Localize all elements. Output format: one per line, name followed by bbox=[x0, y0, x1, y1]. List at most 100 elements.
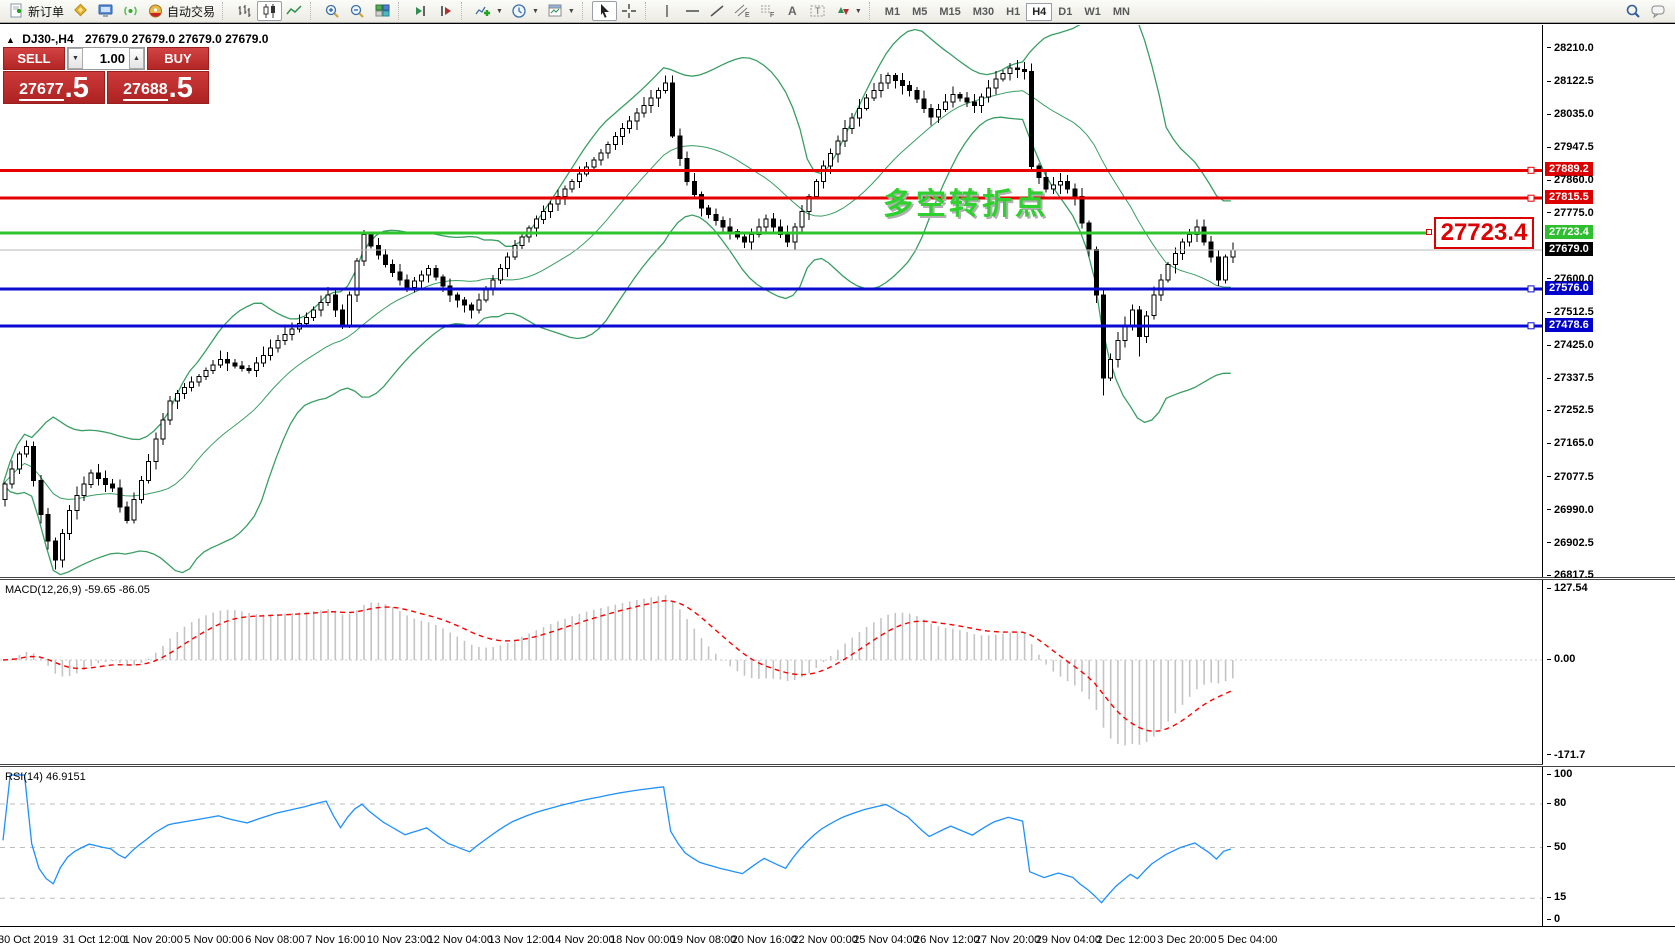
level-handle[interactable] bbox=[1527, 285, 1535, 293]
candle bbox=[1043, 177, 1049, 190]
svg-text:E: E bbox=[745, 12, 750, 19]
chart-shift-icon bbox=[441, 6, 452, 16]
chat-button[interactable] bbox=[1646, 1, 1671, 21]
candle bbox=[548, 203, 554, 213]
price-tick-label: 27600.0 bbox=[1547, 273, 1594, 285]
date-axis[interactable]: 30 Oct 2019 31 Oct 12:00 1 Nov 20:00 5 Nov … bbox=[0, 927, 1675, 950]
buy-button[interactable]: BUY bbox=[147, 47, 209, 70]
line-chart-button[interactable] bbox=[282, 1, 307, 21]
rsi-axis[interactable]: 100 80 50 15 0 bbox=[1543, 767, 1675, 926]
terminal-button[interactable] bbox=[93, 1, 118, 21]
candle bbox=[225, 358, 231, 364]
candle bbox=[361, 233, 367, 262]
templates-button[interactable]: ▼ bbox=[543, 1, 579, 21]
chart-shift-button[interactable] bbox=[433, 1, 458, 21]
candle bbox=[864, 97, 870, 109]
cursor-button[interactable] bbox=[591, 1, 617, 21]
macd-canvas[interactable] bbox=[0, 580, 1542, 765]
indicators-button[interactable]: ▼ bbox=[471, 1, 507, 21]
pane-splitter[interactable] bbox=[0, 764, 1675, 767]
candle bbox=[196, 375, 202, 383]
timeframe-button-m5[interactable]: M5 bbox=[912, 5, 928, 18]
macd-axis[interactable]: 127.54 0.00 -171.7 bbox=[1543, 580, 1675, 765]
pane-splitter[interactable] bbox=[0, 577, 1675, 580]
candle bbox=[921, 98, 927, 109]
volume-decrease-button[interactable]: ▼ bbox=[68, 48, 83, 69]
toolbar-separator bbox=[581, 2, 588, 20]
vertical-line-button[interactable] bbox=[655, 1, 680, 21]
chevron-down-icon: ▼ bbox=[567, 7, 575, 15]
sell-price[interactable]: 27677 .5 bbox=[3, 71, 105, 104]
equidistant-channel-icon: E bbox=[734, 4, 750, 19]
bollinger-lower-band bbox=[2, 116, 1231, 576]
candle bbox=[1007, 67, 1013, 74]
buy-price[interactable]: 27688 .5 bbox=[107, 71, 209, 104]
level-handle[interactable] bbox=[1527, 166, 1535, 174]
candle bbox=[67, 510, 73, 534]
auto-scroll-button[interactable] bbox=[408, 1, 433, 21]
timeframe-button-m15[interactable]: M15 bbox=[939, 5, 961, 18]
level-handle[interactable] bbox=[1527, 322, 1535, 330]
text-label-button[interactable]: T bbox=[805, 1, 830, 21]
rsi-pane[interactable]: RSI(14) 46.9151 bbox=[0, 767, 1543, 926]
level-handle[interactable] bbox=[1527, 194, 1535, 202]
gold-bars-button[interactable] bbox=[68, 1, 93, 21]
candlestick-chart-button[interactable] bbox=[257, 1, 283, 21]
timeframe-button-m30[interactable]: M30 bbox=[972, 5, 995, 18]
rsi-tick-label: 15 bbox=[1547, 891, 1566, 903]
sell-button[interactable]: SELL bbox=[3, 47, 65, 70]
candle bbox=[95, 472, 101, 480]
timeframe-button-w1[interactable]: W1 bbox=[1084, 5, 1101, 18]
candle bbox=[110, 483, 116, 489]
main-chart-canvas[interactable] bbox=[0, 25, 1542, 577]
buy-price-frac: .5 bbox=[168, 72, 193, 105]
timeframe-button-h4[interactable]: H4 bbox=[1026, 2, 1053, 21]
tile-windows-button[interactable] bbox=[370, 1, 395, 21]
equidistant-channel-button[interactable]: E bbox=[730, 1, 755, 21]
rsi-canvas[interactable] bbox=[0, 767, 1542, 926]
timeframe-button-d1[interactable]: D1 bbox=[1058, 5, 1073, 18]
candle bbox=[24, 445, 29, 455]
trendline-button[interactable] bbox=[705, 1, 730, 21]
bar-chart-button[interactable] bbox=[232, 1, 257, 21]
arrows-button[interactable]: ▼ bbox=[830, 1, 866, 21]
fibonacci-button[interactable]: F bbox=[755, 1, 780, 21]
candle bbox=[433, 267, 439, 278]
timeframe-button-m1[interactable]: M1 bbox=[884, 5, 901, 18]
candle bbox=[138, 480, 144, 500]
timeframe-button-mn[interactable]: MN bbox=[1112, 5, 1130, 18]
price-axis[interactable]: 27889.2 27815.5 27723.4 27679.0 27576.0 27478… bbox=[1543, 25, 1675, 581]
collapse-panel-arrow[interactable]: ▲ bbox=[6, 35, 15, 45]
candle bbox=[763, 218, 769, 228]
auto-trading-button[interactable]: 自动交易 bbox=[143, 1, 219, 21]
text-button[interactable]: A bbox=[780, 1, 805, 21]
volume-increase-button[interactable]: ▲ bbox=[129, 48, 144, 69]
candle bbox=[217, 358, 223, 366]
new-order-button[interactable]: 新订单 bbox=[4, 1, 68, 21]
chart-bottom-border bbox=[0, 926, 1675, 927]
candle bbox=[1115, 339, 1121, 360]
candle bbox=[1136, 309, 1142, 338]
toolbar-separator bbox=[398, 2, 404, 20]
candle bbox=[103, 478, 108, 485]
chevron-down-icon: ▼ bbox=[531, 7, 539, 15]
periods-button[interactable]: ▼ bbox=[507, 1, 543, 21]
search-button[interactable] bbox=[1621, 1, 1646, 21]
signal-button[interactable] bbox=[118, 1, 143, 21]
zoom-out-button[interactable] bbox=[345, 1, 370, 21]
horizontal-line-button[interactable] bbox=[680, 1, 705, 21]
candle bbox=[182, 387, 187, 394]
zoom-in-button[interactable] bbox=[320, 1, 345, 21]
date-label: 22 Nov 00:00 bbox=[792, 934, 858, 946]
volume-input[interactable] bbox=[83, 48, 129, 69]
crosshair-button[interactable] bbox=[617, 1, 642, 21]
price-tick-label: 27252.5 bbox=[1547, 404, 1594, 416]
terminal-icon bbox=[98, 4, 113, 17]
macd-pane[interactable]: MACD(12,26,9) -59.65 -86.05 bbox=[0, 580, 1543, 765]
candle bbox=[275, 339, 281, 349]
candle bbox=[390, 264, 396, 273]
auto-scroll-icon bbox=[416, 6, 425, 16]
main-chart-pane[interactable]: 多空转折点 27723.4 ▲ DJ30-,H4 27679.0 27679.0… bbox=[0, 25, 1543, 577]
rsi-label: RSI(14) 46.9151 bbox=[5, 771, 86, 783]
timeframe-button-h1[interactable]: H1 bbox=[1006, 5, 1021, 18]
